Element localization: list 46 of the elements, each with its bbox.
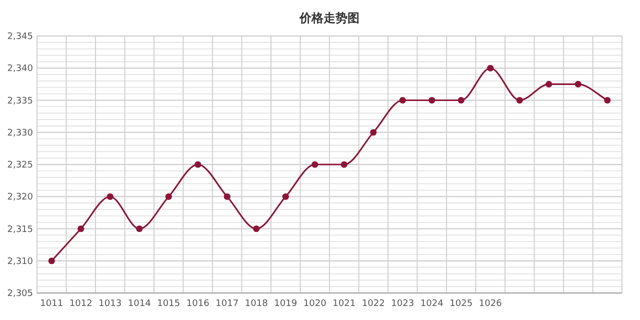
x-tick-label: 1018: [244, 299, 268, 309]
point: [224, 193, 230, 200]
point: [428, 96, 436, 104]
y-tick-label: 2,315: [7, 224, 33, 235]
point: [370, 129, 377, 136]
y-tick-label: 2,320: [7, 192, 34, 203]
x-tick-label: 1019: [274, 299, 298, 309]
x-tick-label: 1026: [478, 299, 502, 309]
y-tick-label: 2,305: [7, 289, 33, 299]
x-tick-label: 1014: [128, 299, 152, 309]
x-tick-label: 1011: [40, 299, 64, 309]
point: [604, 96, 611, 104]
point: [487, 64, 494, 72]
point: [399, 96, 406, 104]
x-tick-label: 1012: [69, 299, 92, 309]
point: [253, 225, 260, 232]
point: [574, 80, 582, 88]
y-tick-label: 2,335: [7, 96, 33, 106]
point: [194, 161, 202, 168]
y-tick-label: 2,310: [7, 256, 34, 267]
point: [458, 96, 464, 104]
x-tick-label: 1024: [420, 299, 444, 309]
x-tick-label: 1021: [332, 299, 356, 309]
x-tick-label: 1022: [362, 299, 385, 309]
x-tick-label: 1025: [450, 299, 473, 309]
point: [165, 193, 172, 200]
y-tick-label: 2,330: [7, 128, 34, 138]
point: [78, 225, 84, 232]
y-tick-label: 2,325: [7, 160, 33, 170]
x-tick-label: 1020: [303, 299, 327, 309]
x-tick-label: 1023: [391, 299, 414, 309]
y-tick-label: 2,340: [7, 64, 34, 74]
title: 价格走势图: [300, 11, 360, 25]
point: [106, 193, 114, 200]
x-tick-label: 1017: [216, 299, 239, 309]
point: [546, 80, 552, 88]
y-tick-label: 2,345: [7, 32, 33, 42]
point: [282, 193, 289, 200]
x-tick-label: 1016: [186, 299, 210, 309]
point: [312, 161, 318, 168]
point: [340, 161, 348, 168]
point: [48, 258, 55, 264]
point: [136, 225, 143, 232]
x-tick-label: 1013: [98, 299, 122, 309]
point: [516, 96, 523, 104]
x-tick-label: 1015: [157, 299, 180, 309]
